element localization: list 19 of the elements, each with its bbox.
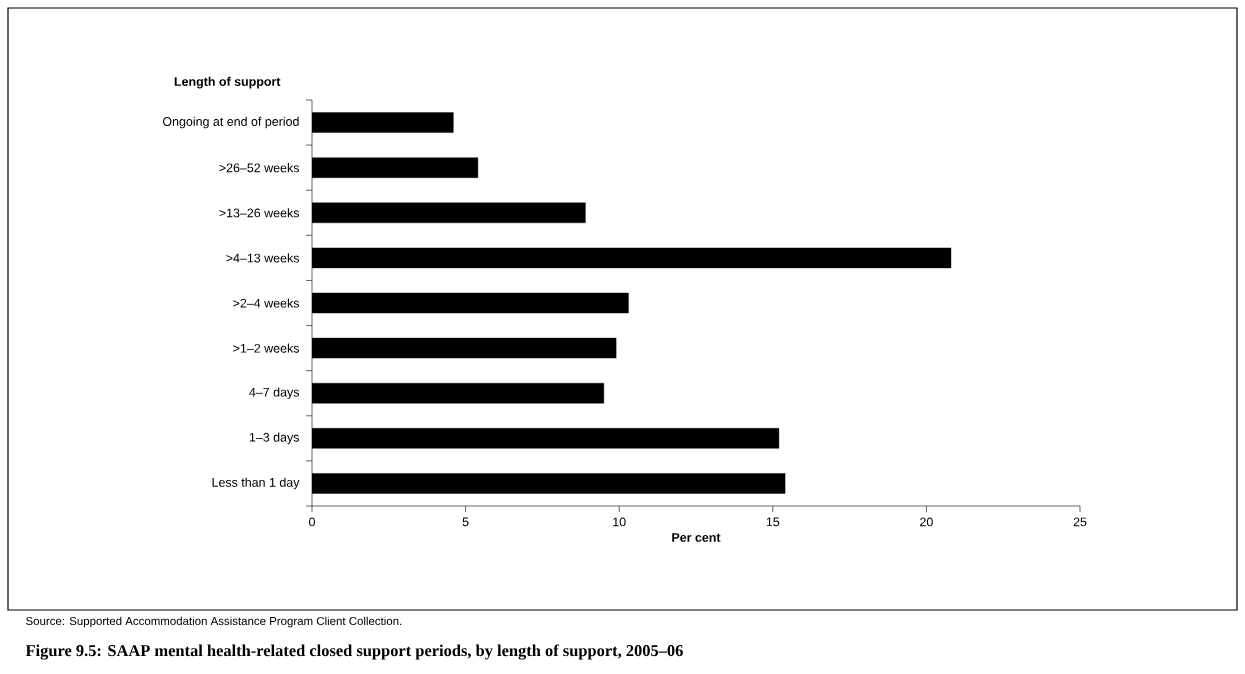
- y-tick-label: 1–3 days: [249, 432, 300, 445]
- x-tick-label: 15: [766, 517, 780, 527]
- y-tick-label: 4–7 days: [249, 387, 300, 400]
- y-tick-label: >4–13 weeks: [226, 253, 300, 263]
- x-tick-label: 10: [613, 517, 626, 527]
- x-tick-label: 20: [920, 517, 933, 527]
- y-tick-label: Ongoing at end of period: [162, 116, 299, 129]
- x-tick-label: 5: [462, 517, 469, 527]
- y-tick-label: >13–26 weeks: [219, 208, 300, 218]
- y-tick-label: >2–4 weeks: [233, 298, 300, 308]
- y-tick-label: >1–2 weeks: [233, 343, 300, 353]
- x-tick-label: 0: [309, 517, 315, 527]
- y-axis-title: Length of support: [174, 76, 281, 89]
- y-tick-label: >26–52 weeks: [219, 163, 300, 173]
- x-tick-label: 25: [1073, 517, 1087, 527]
- y-tick-label: Less than 1 day: [212, 477, 300, 490]
- text: Figure 9.5: SAAP mental health-related closed support periods, by length of support, 2005–06: [25, 644, 683, 660]
- source-note: Source: Supported Accommodation Assistance Program Client Collection.: [26, 616, 402, 628]
- x-axis-title: Per cent: [672, 533, 721, 542]
